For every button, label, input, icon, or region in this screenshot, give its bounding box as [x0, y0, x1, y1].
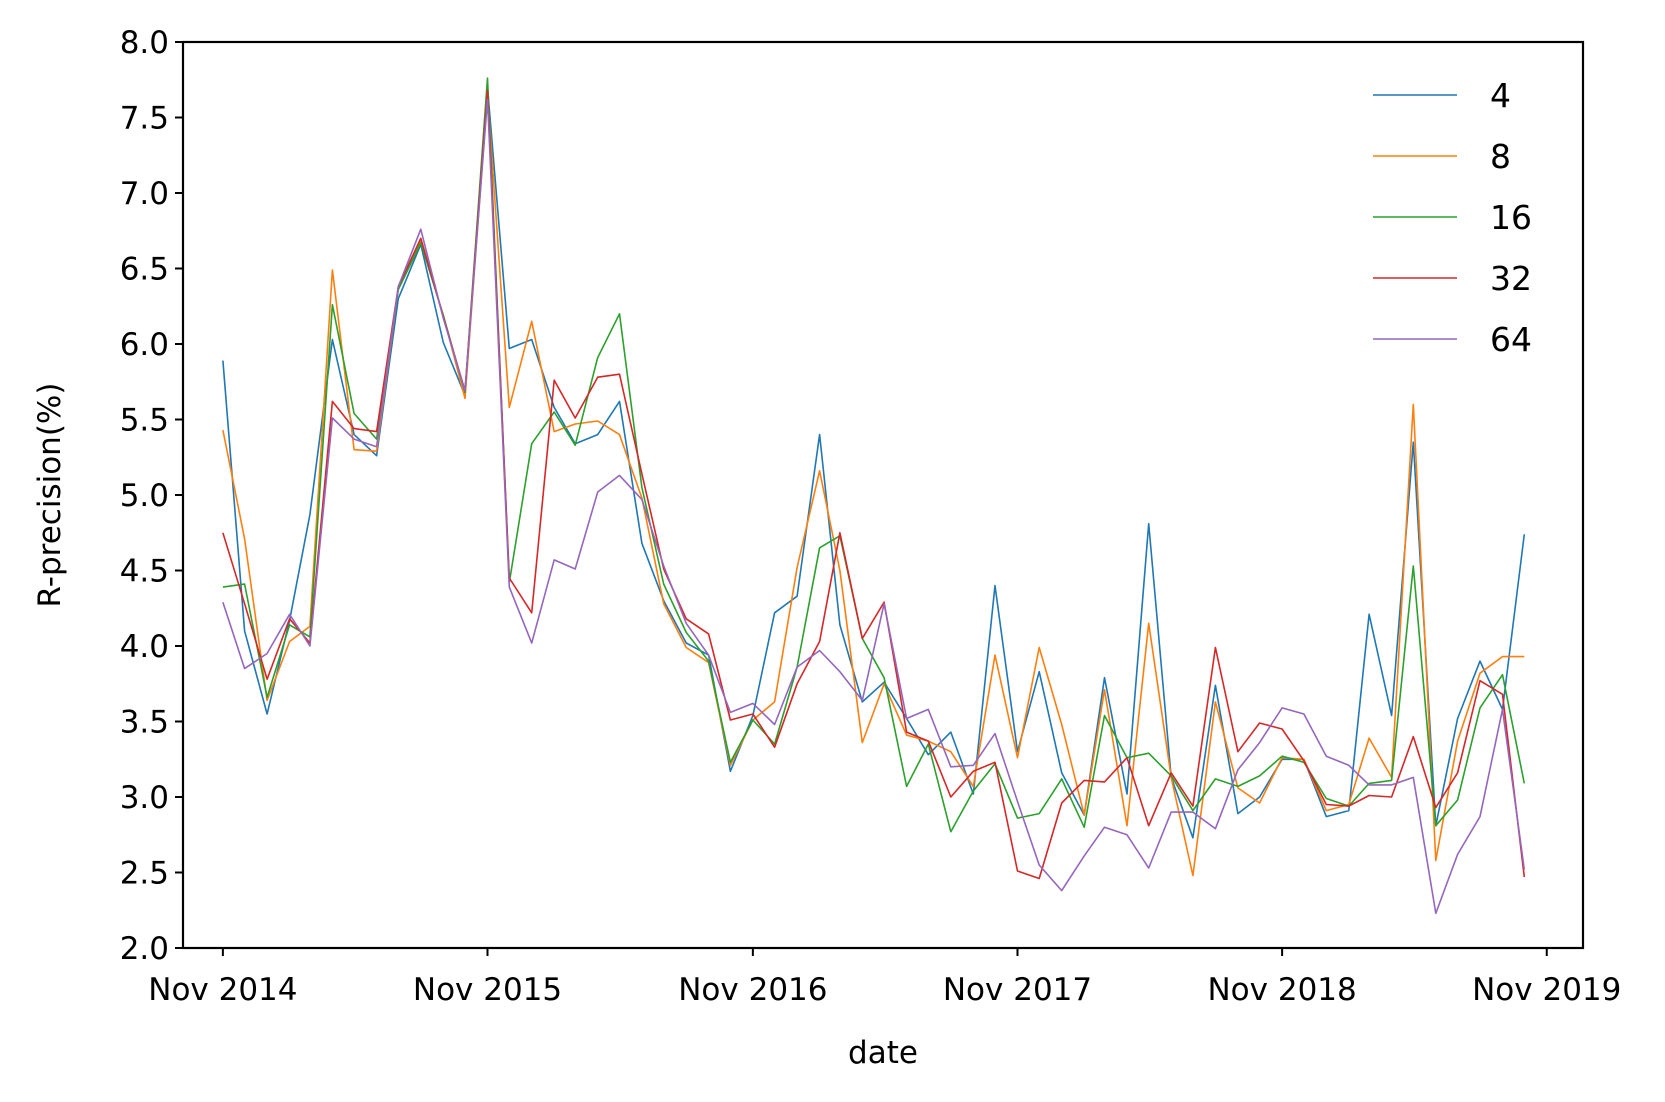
- series-layer: [222, 77, 1526, 915]
- y-tick-label: 7.5: [120, 101, 169, 137]
- y-tick-label: 6.5: [120, 252, 169, 288]
- y-tick-label: 5.0: [120, 478, 169, 514]
- y-axis-label: R-precision(%): [32, 383, 68, 608]
- y-tick-label: 2.0: [120, 931, 169, 967]
- y-tick-label: 2.5: [120, 856, 169, 892]
- x-tick-label: Nov 2018: [1207, 972, 1356, 1008]
- y-tick-label: 7.0: [120, 176, 169, 212]
- x-tick-label: Nov 2014: [148, 972, 297, 1008]
- legend-label-64: 64: [1490, 320, 1532, 359]
- y-tick-label: 3.5: [120, 705, 169, 741]
- x-axis-label: date: [848, 1035, 918, 1071]
- y-tick-label: 5.5: [120, 403, 169, 439]
- x-axis: Nov 2014 Nov 2015 Nov 2016 Nov 2017 Nov 2018…: [148, 948, 1621, 1008]
- legend-label-8: 8: [1490, 137, 1511, 176]
- legend-label-16: 16: [1490, 198, 1532, 237]
- y-axis: 2.0 2.5 3.0 3.5 4.0 4.5 5.0 5.5 6.0 6.5 7.0 7.5 8.0: [120, 25, 183, 967]
- x-tick-label: Nov 2017: [943, 972, 1092, 1008]
- x-tick-label: Nov 2016: [678, 972, 827, 1008]
- y-tick-label: 6.0: [120, 327, 169, 363]
- y-tick-label: 8.0: [120, 25, 169, 61]
- series-line-64: [222, 98, 1526, 915]
- legend-label-32: 32: [1490, 259, 1532, 298]
- y-tick-label: 3.0: [120, 780, 169, 816]
- legend-label-4: 4: [1490, 76, 1511, 115]
- legend: 4 8 16 32 64: [1373, 76, 1532, 359]
- x-tick-label: Nov 2015: [413, 972, 562, 1008]
- y-tick-label: 4.0: [120, 629, 169, 665]
- x-tick-label: Nov 2019: [1472, 972, 1621, 1008]
- y-tick-label: 4.5: [120, 554, 169, 590]
